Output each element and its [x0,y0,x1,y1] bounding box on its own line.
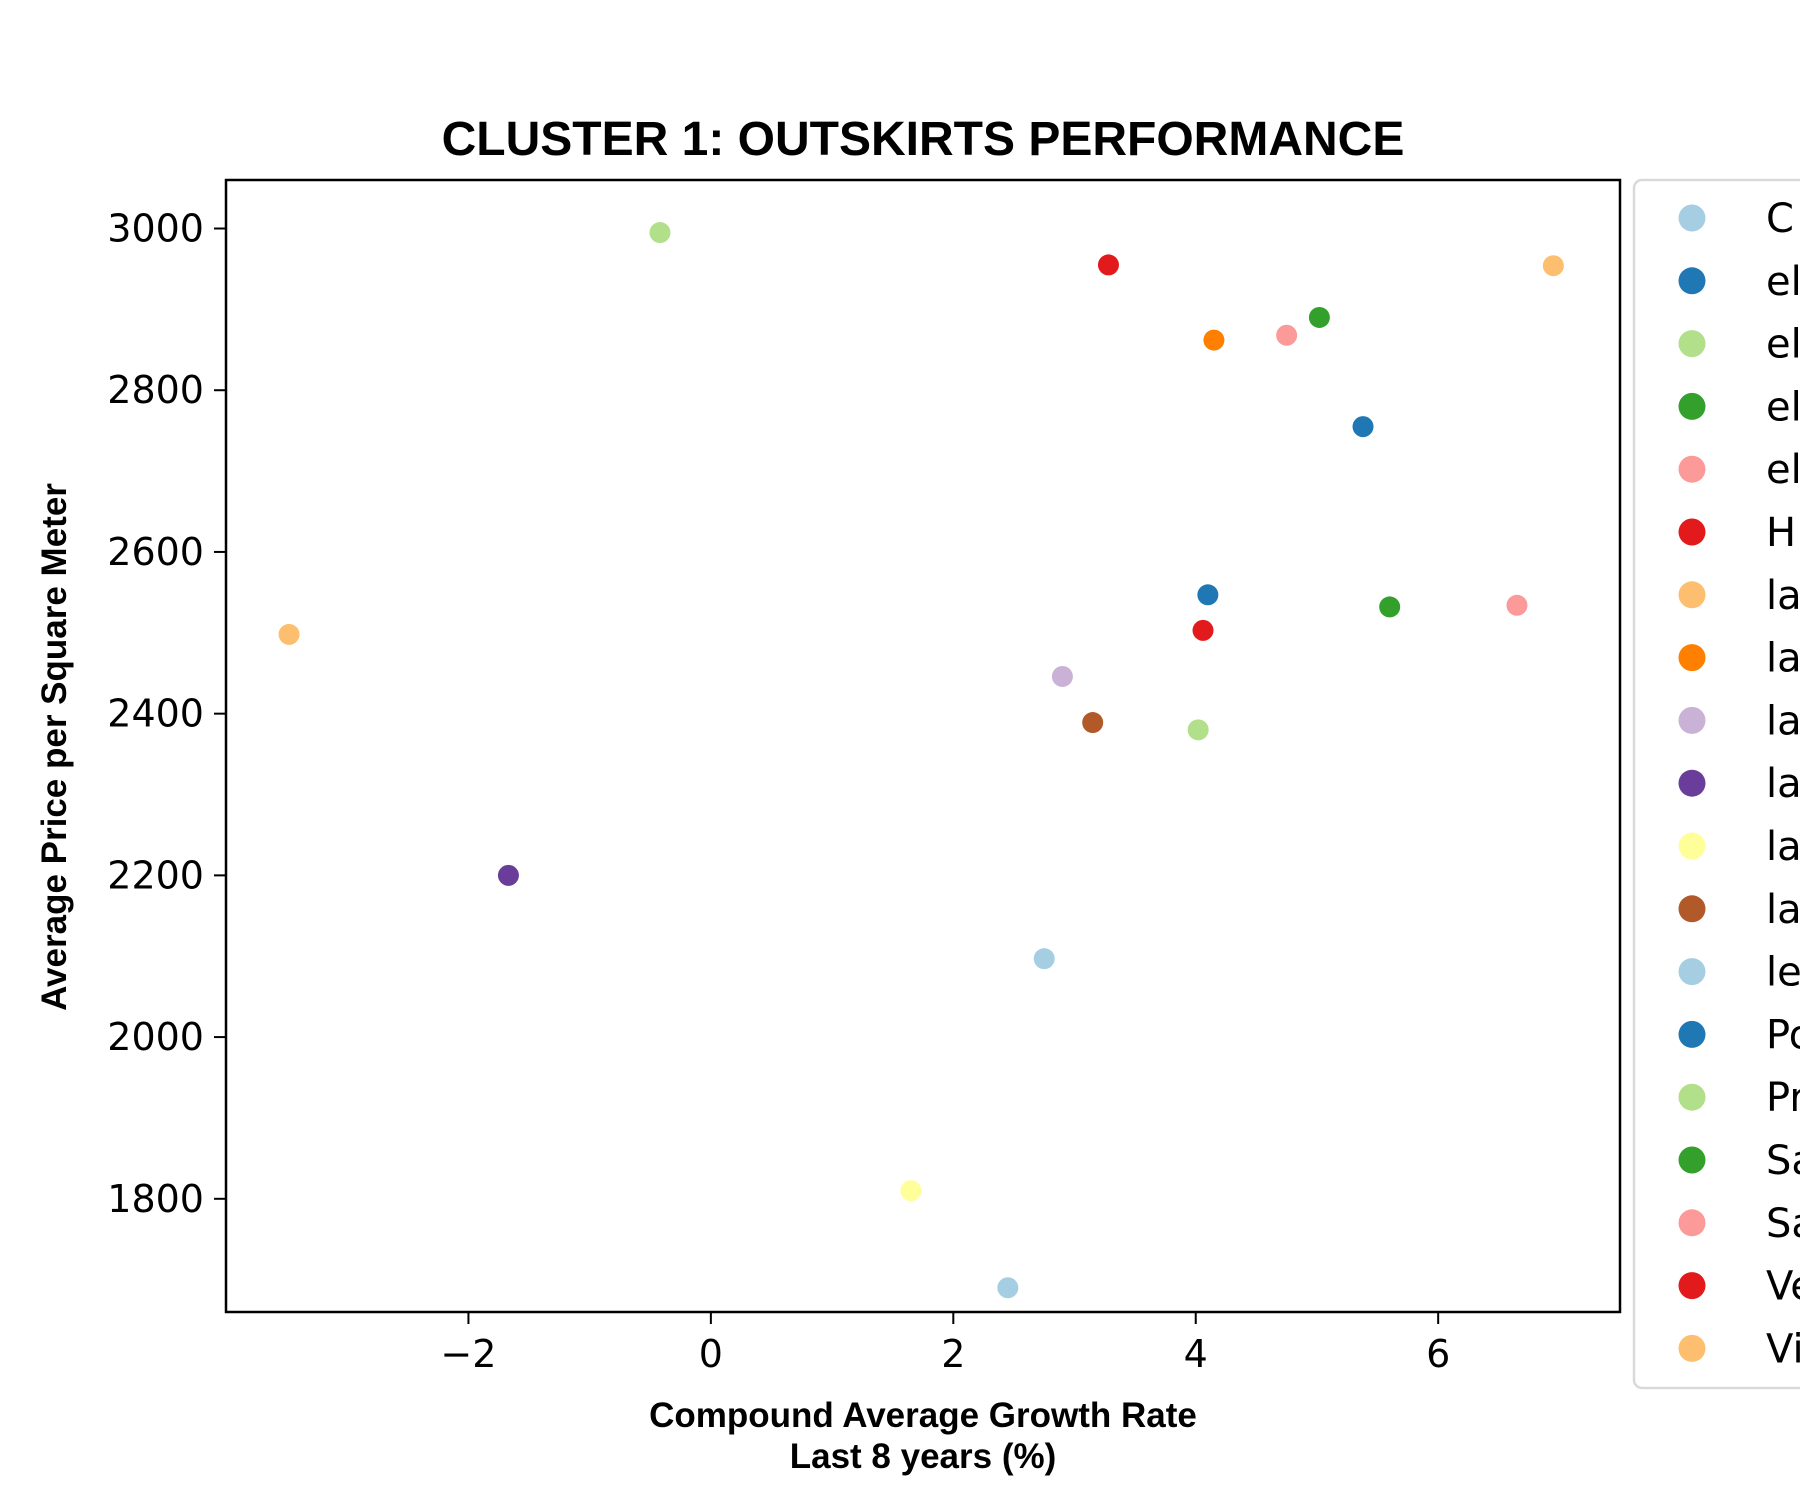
y-tick-label: 2000 [107,1015,204,1059]
legend-marker [1678,518,1706,546]
x-tick-label: 4 [1184,1332,1208,1376]
x-axis-label-line-1: Compound Average Growth Rate [649,1396,1197,1435]
data-point [1506,594,1528,616]
legend-marker [1678,832,1706,860]
data-point [1379,596,1401,618]
y-tick-label: 2600 [107,530,204,574]
legend-label: Ve [1766,1264,1800,1310]
legend-marker [1678,455,1706,483]
data-point [1276,324,1298,346]
x-tick-label: −2 [440,1332,496,1376]
chart-title: CLUSTER 1: OUTSKIRTS PERFORMANCE [442,113,1405,166]
legend-label: Sa [1766,1201,1800,1247]
legend-label: Vi [1766,1326,1800,1372]
legend-label: el [1766,322,1800,368]
legend-marker [1678,267,1706,295]
y-tick-label: 3000 [107,207,204,251]
legend-marker [1678,392,1706,420]
legend-marker [1678,1020,1706,1048]
y-axis-label: Average Price per Square Meter [35,483,74,1011]
data-points [278,222,1564,1299]
legend-marker [1678,1334,1706,1362]
legend-label: Pr [1766,1075,1800,1121]
data-point [1051,665,1073,687]
legend-marker [1678,644,1706,672]
legend-marker [1678,1083,1706,1111]
legend-marker [1678,1209,1706,1237]
y-tick-label: 2800 [107,368,204,412]
legend-marker [1678,330,1706,358]
data-point [1033,948,1055,970]
data-point [1308,306,1330,328]
data-point [1187,719,1209,741]
legend-marker [1678,895,1706,923]
data-point [1192,619,1214,641]
data-point [278,623,300,645]
legend-marker [1678,581,1706,609]
data-point [1197,584,1219,606]
legend: Cel el el el Hla la la la la la le Po Pr Sa Sa Ve Vi [1632,178,1800,1390]
y-tick-label: 1800 [107,1177,204,1221]
legend-label: la [1766,761,1800,807]
x-tick-label: 6 [1426,1332,1450,1376]
x-tick-label: 0 [699,1332,723,1376]
legend-label: el [1766,447,1800,493]
data-point [1352,416,1374,438]
legend-label: la [1766,573,1800,619]
x-tick-label: 2 [941,1332,965,1376]
data-point [1082,712,1104,734]
legend-label: la [1766,636,1800,682]
data-point [1542,255,1564,277]
legend-label: C [1766,196,1794,242]
legend-label: la [1766,824,1800,870]
y-tick-label: 2200 [107,853,204,897]
legend-label: la [1766,698,1800,744]
data-point [1203,329,1225,351]
x-axis-label-line-2: Last 8 years (%) [790,1437,1057,1476]
legend-label: H [1766,510,1796,556]
legend-label: Po [1766,1012,1800,1058]
x-axis: −2 0 2 4 6 [440,1312,1450,1376]
data-point [900,1180,922,1202]
y-axis: 1800 2000 2200 2400 2600 2800 3000 [107,207,226,1221]
data-point [649,222,671,244]
legend-marker [1678,769,1706,797]
y-tick-label: 2400 [107,692,204,736]
data-point [1097,254,1119,276]
legend-marker [1678,706,1706,734]
legend-marker [1678,204,1706,232]
legend-marker [1678,1272,1706,1300]
legend-marker [1678,958,1706,986]
legend-label: la [1766,887,1800,933]
legend-frame [1632,178,1800,1390]
legend-label: el [1766,259,1800,305]
plot-frame [224,178,1622,1314]
legend-marker [1678,1146,1706,1174]
legend-label: le [1766,950,1800,996]
data-point [497,864,519,886]
data-point [997,1277,1019,1299]
legend-label: el [1766,384,1800,430]
legend-label: Sa [1766,1138,1800,1184]
plot-area [224,178,1622,1314]
